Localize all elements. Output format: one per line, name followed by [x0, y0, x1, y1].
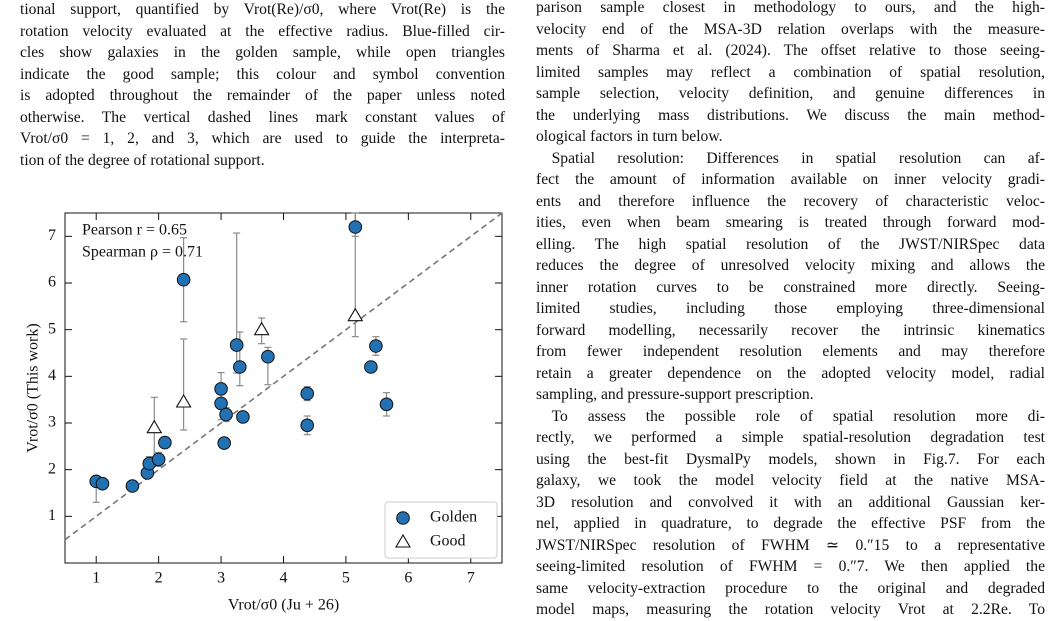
triangle-marker [253, 321, 270, 336]
annotation: Spearman ρ = 0.71 [82, 244, 203, 261]
legend-label: Good [430, 533, 466, 550]
circle-marker [348, 220, 363, 234]
circle-marker [369, 339, 383, 353]
circle-marker [300, 418, 315, 433]
text-line: sample selection, velocity definition, a… [536, 85, 1045, 102]
text-line: tion of the degree of rotational support… [20, 151, 265, 169]
text-line: forward modelling, necessarily recover t… [536, 321, 1045, 339]
text-line: rotation velocity evaluated at the effec… [20, 22, 505, 40]
y-tick-label: 7 [48, 227, 56, 244]
x-tick-label: 7 [467, 570, 475, 587]
x-tick-label: 3 [217, 570, 225, 587]
text-line: seeing-limited resolution of FWHM = 0.″7… [536, 558, 1045, 575]
circle-marker [176, 272, 191, 287]
text-line: Vrot/σ0 = 1, 2, and 3, which are used to… [20, 130, 505, 147]
legend-box [384, 501, 498, 559]
text-line: otherwise. The vertical dashed lines mar… [20, 108, 505, 126]
x-tick-label: 1 [92, 570, 100, 587]
y-axis-label: Vrot/σ0 (This work) [25, 323, 42, 452]
text-line: reduces the degree of unresolved velocit… [536, 257, 1045, 274]
y-tick-label: 4 [48, 367, 56, 384]
x-tick-label: 6 [404, 570, 412, 587]
text-line: parison sample closest in methodology to… [536, 0, 1045, 16]
triangle-marker [175, 393, 192, 408]
x-tick-label: 5 [342, 570, 350, 587]
circle-marker [217, 436, 231, 450]
text-line: inner rotation curves to be constrained … [536, 278, 1045, 296]
y-tick-label: 3 [48, 414, 56, 431]
circle-marker [300, 386, 315, 401]
text-line: 3D resolution and convolved it with an a… [536, 493, 1045, 511]
circle-marker [214, 396, 228, 411]
triangle-marker [146, 419, 163, 434]
triangle-marker [347, 307, 364, 322]
y-tick-label: 1 [48, 507, 56, 524]
text-line: same velocity-extraction procedure to th… [536, 579, 1045, 597]
annotation: Pearson r = 0.65 [82, 222, 187, 239]
text-line: nel, applied in quadrature, to degrade t… [536, 515, 1045, 532]
circle-marker [379, 397, 394, 412]
chart: 1 2 3 4 5 6 7 1 2 3 4 5 6 7 Vrot/σ0 (Ju + 26) Vrot/σ0 (… [25, 212, 503, 614]
text-line: from fewer independent resolution elemen… [536, 343, 1045, 360]
x-tick-label: 2 [155, 570, 163, 587]
text-line: elling. The high spatial resolution of t… [536, 235, 1045, 253]
y-tick-label: 6 [48, 274, 56, 291]
text-line: ments of Sharma et al. (2024). The offse… [536, 42, 1045, 59]
text-line: limited samples may reflect a combinatio… [536, 63, 1045, 81]
triangle-marker [395, 533, 411, 548]
circle-marker [229, 338, 244, 352]
circle-marker [95, 476, 110, 491]
text-line: rectly, we performed a simple spatial-re… [536, 429, 1045, 446]
text-line: velocity end of the MSA-3D relation over… [536, 20, 1045, 38]
x-axis-label: Vrot/σ0 (Ju + 26) [228, 597, 339, 614]
text-line: model maps, measuring the rotation veloc… [536, 601, 1045, 618]
text-line: the underlying mass distributions. We di… [536, 106, 1045, 124]
text-line: using the best-fit DysmalPy models, show… [536, 450, 1045, 468]
text-line: To assess the possible role of spatial r… [551, 407, 1045, 425]
circle-marker [364, 360, 378, 374]
circle-marker [261, 349, 275, 364]
text-line: JWST/NIRSpec resolution of FWHM ≃ 0.″15 … [536, 536, 1045, 554]
text-line: limited studies, including those employi… [536, 300, 1045, 317]
circle-marker [125, 479, 140, 493]
x-tick-label: 4 [280, 570, 288, 587]
text-line: Spatial resolution: Differences in spati… [551, 149, 1045, 167]
circle-marker [233, 360, 247, 374]
circle-marker [236, 410, 250, 424]
text-line: cles show galaxies in the golden sample,… [20, 44, 505, 61]
y-tick-label: 5 [48, 320, 56, 337]
circle-marker [214, 382, 228, 396]
circle-marker [219, 407, 233, 422]
text-line: ities, even when beam smearing is treate… [536, 214, 1045, 231]
text-line: tional support, quantified by Vrot(Re)/σ… [20, 1, 505, 18]
circle-marker [158, 435, 172, 450]
text-line: sampling, and pressure-support prescript… [536, 386, 814, 403]
text-line: retain a greater dependence on the adopt… [536, 364, 1045, 382]
text-line: indicate the good sample; this colour an… [20, 65, 505, 83]
circle-marker [151, 452, 166, 467]
text-line: galaxy, we took the model velocity field… [536, 472, 1045, 489]
text-line: ents and therefore influence the recover… [536, 192, 1045, 210]
circle-marker [396, 511, 410, 525]
text-line: fect the amount of information available… [536, 171, 1045, 188]
left-column: tional support, quantified by Vrot(Re)/σ… [20, 0, 505, 171]
legend-label: Golden [430, 509, 477, 526]
right-column: parison sample closest in methodology to… [536, 0, 1045, 621]
text-line: ological factors in turn below. [536, 128, 723, 145]
text-line: is adopted throughout the remainder of t… [20, 87, 505, 104]
y-tick-label: 2 [48, 460, 56, 477]
